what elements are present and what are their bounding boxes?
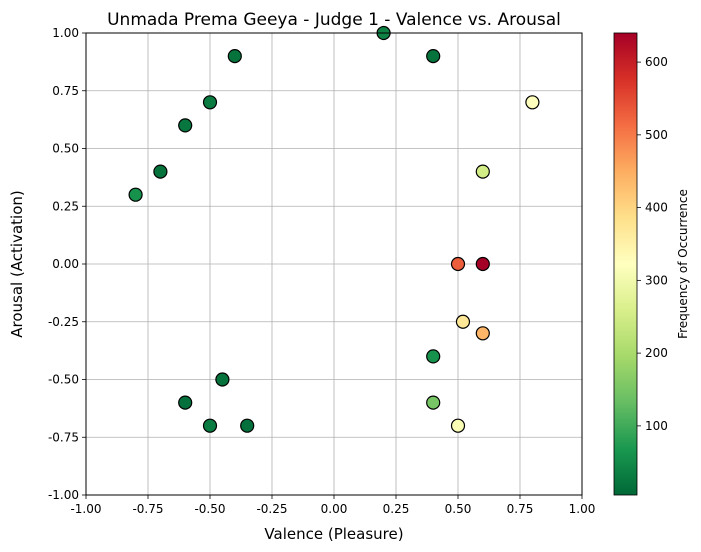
colorbar-tick-label: 300: [645, 273, 668, 287]
chart-title: Unmada Prema Geeya - Judge 1 - Valence v…: [107, 10, 561, 30]
data-point: [153, 164, 168, 179]
x-axis-label: Valence (Pleasure): [264, 525, 403, 543]
grid-lines: [85, 32, 583, 496]
data-point: [227, 48, 242, 64]
data-point: [450, 418, 466, 433]
y-tick-label: -0.50: [48, 373, 79, 387]
data-point: [202, 95, 218, 110]
data-point: [178, 395, 193, 410]
data-point: [475, 326, 490, 341]
colorbar-tick-label: 500: [645, 128, 668, 142]
data-point: [475, 164, 490, 179]
data-point: [455, 314, 471, 329]
data-point: [525, 95, 540, 110]
y-tick-label: 0.25: [52, 199, 79, 213]
y-tick-label: -1.00: [48, 488, 79, 502]
y-axis-ticks: -1.00 -0.75 -0.50 -0.25 0.00 0.25 0.50 0.75 1.00: [48, 26, 86, 502]
colorbar-tick-label: 200: [645, 346, 668, 360]
data-point: [426, 395, 441, 410]
colorbar-tick-label: 100: [645, 419, 668, 433]
data-point: [202, 418, 218, 433]
x-tick-label: -0.50: [194, 502, 225, 516]
data-point: [128, 187, 143, 202]
y-tick-label: 0.00: [52, 257, 79, 271]
data-points: [128, 25, 540, 433]
y-tick-label: 1.00: [52, 26, 79, 40]
colorbar-tick-label: 400: [645, 201, 668, 215]
data-point: [450, 256, 466, 272]
x-tick-label: 0.00: [321, 502, 348, 516]
y-tick-label: -0.25: [48, 315, 79, 329]
colorbar-label: Frequency of Occurrence: [676, 189, 690, 339]
x-tick-label: -0.75: [132, 502, 163, 516]
x-tick-label: 1.00: [569, 502, 596, 516]
data-point: [475, 256, 490, 272]
x-tick-label: 0.25: [383, 502, 410, 516]
colorbar-tick-label: 600: [645, 55, 668, 69]
x-tick-label: 0.50: [445, 502, 472, 516]
x-tick-label: -1.00: [70, 502, 101, 516]
x-tick-label: -0.25: [256, 502, 287, 516]
data-point: [215, 372, 230, 387]
x-axis-ticks: -1.00 -0.75 -0.50 -0.25 0.00 0.25 0.50 0.75 1.00: [70, 495, 595, 516]
y-tick-label: 0.50: [52, 142, 79, 156]
y-tick-label: 0.75: [52, 84, 79, 98]
colorbar-ticks: 100 200 300 400 500 600: [637, 55, 668, 433]
y-axis-label: Arousal (Activation): [8, 190, 26, 338]
data-point: [178, 118, 193, 133]
data-point: [240, 418, 255, 433]
x-tick-label: 0.75: [507, 502, 534, 516]
data-point: [426, 48, 441, 64]
colorbar: [613, 32, 638, 496]
y-tick-label: -0.75: [48, 430, 79, 444]
data-point: [426, 349, 441, 364]
